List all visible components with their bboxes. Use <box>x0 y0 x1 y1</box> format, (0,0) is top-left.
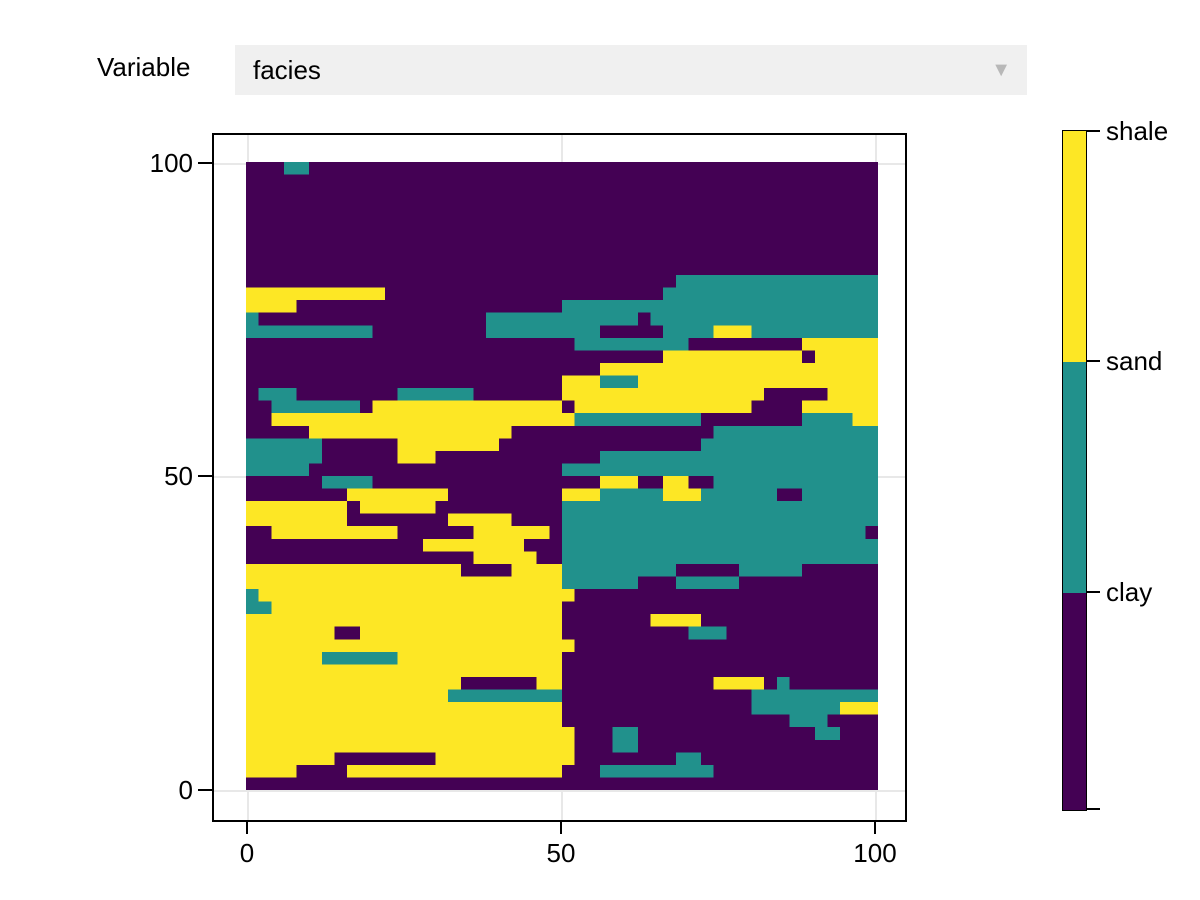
colorbar-label-clay: clay <box>1106 577 1153 607</box>
x-tick-0 <box>246 820 248 834</box>
colorbar-tick-bottom <box>1087 808 1100 810</box>
variable-dropdown-value: facies <box>253 55 321 85</box>
y-tick-label-50: 50 <box>164 461 193 491</box>
gridline-y0 <box>214 790 905 792</box>
x-tick-label-100: 100 <box>853 838 897 868</box>
colorbar-label-shale: shale <box>1106 116 1169 146</box>
y-tick-label-100: 100 <box>149 148 193 178</box>
facies-heatmap[interactable] <box>246 162 878 790</box>
colorbar-segment-sand <box>1063 362 1086 593</box>
x-tick-label-0: 0 <box>239 838 255 868</box>
variable-label: Variable <box>97 52 191 82</box>
y-tick-0 <box>198 789 212 791</box>
x-tick-50 <box>560 820 562 834</box>
y-tick-100 <box>198 162 212 164</box>
colorbar-tick-clay <box>1087 591 1100 593</box>
chevron-down-icon: ▼ <box>991 59 1011 81</box>
colorbar-segment-shale <box>1063 131 1086 362</box>
variable-dropdown[interactable]: facies ▼ <box>235 45 1027 95</box>
colorbar <box>1062 130 1087 811</box>
colorbar-tick-sand <box>1087 360 1100 362</box>
colorbar-tick-shale <box>1087 130 1100 132</box>
x-tick-100 <box>874 820 876 834</box>
y-tick-50 <box>198 475 212 477</box>
colorbar-segment-clay <box>1063 593 1086 810</box>
y-tick-label-0: 0 <box>178 775 193 805</box>
colorbar-label-sand: sand <box>1106 346 1163 376</box>
x-tick-label-50: 50 <box>546 838 576 868</box>
